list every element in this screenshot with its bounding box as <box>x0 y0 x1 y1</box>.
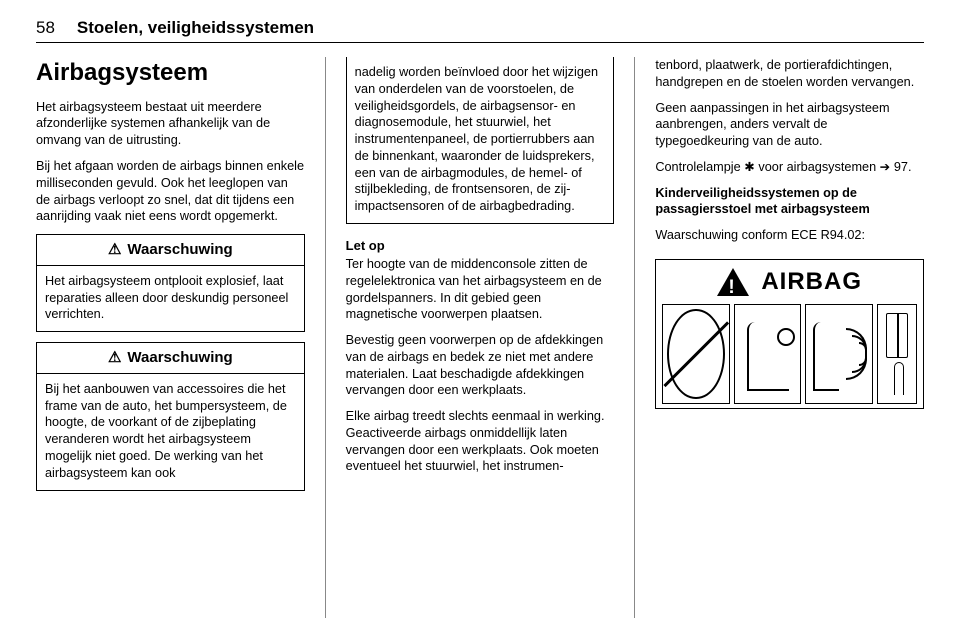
warning-heading: ⚠ Waarschuwing <box>37 235 304 266</box>
panel-seat-forward <box>734 304 802 404</box>
warning-triangle-icon: ⚠ <box>108 348 121 368</box>
warning-box-2-cont: nadelig worden beïnvloed door het wijzig… <box>346 57 615 224</box>
exclamation-icon: ! <box>728 275 734 300</box>
paragraph: Ter hoogte van de middenconsole zitten d… <box>346 256 615 323</box>
paragraph: Het airbagsysteem bestaat uit meerdere a… <box>36 99 305 149</box>
paragraph: Geen aanpassingen in het airbagsysteem a… <box>655 100 924 150</box>
airbag-label: AIRBAG <box>761 266 862 298</box>
panel-manual-book <box>877 304 917 404</box>
chapter-title: Stoelen, veiligheidssystemen <box>77 18 314 38</box>
warning-triangle-icon: ! <box>717 268 749 296</box>
section-title: Airbagsysteem <box>36 57 305 89</box>
warning-triangle-icon: ⚠ <box>108 240 121 260</box>
warning-box-1: ⚠ Waarschuwing Het airbagsysteem ontploo… <box>36 234 305 332</box>
paragraph: Waarschuwing conform ECE R94.02: <box>655 227 924 244</box>
paragraph-with-ref: Controlelampje ✱ voor airbagsystemen ➔ 9… <box>655 159 924 176</box>
warning-body: Bij het aanbouwen van accessoires die he… <box>37 374 304 490</box>
panel-airbag-waves <box>805 304 873 404</box>
column-2: nadelig worden beïnvloed door het wijzig… <box>346 57 615 618</box>
column-3: tenbord, plaatwerk, de portierafdichting… <box>655 57 924 618</box>
text: Controlelampje <box>655 160 744 174</box>
paragraph: Bevestig geen voorwerpen op de afdekking… <box>346 332 615 399</box>
paragraph-cont: tenbord, plaatwerk, de portierafdichting… <box>655 57 924 91</box>
diagram-panels <box>662 304 917 404</box>
warning-heading-text: Waarschuwing <box>127 240 232 260</box>
page-ref-number: 97. <box>890 160 911 174</box>
seat-icon <box>747 322 789 391</box>
airbag-warning-diagram: ! AIRBAG <box>655 259 924 409</box>
diagram-header: ! AIRBAG <box>662 266 917 298</box>
text: voor airbagsystemen <box>755 160 880 174</box>
columns: Airbagsysteem Het airbagsysteem bestaat … <box>36 57 924 618</box>
letop-heading: Let op <box>346 237 615 254</box>
panel-no-child-seat <box>662 304 730 404</box>
column-separator <box>634 57 635 618</box>
manual-book-icon <box>882 313 912 395</box>
column-1: Airbagsysteem Het airbagsysteem bestaat … <box>36 57 305 618</box>
warning-box-2: ⚠ Waarschuwing Bij het aanbouwen van acc… <box>36 342 305 490</box>
page-header: 58 Stoelen, veiligheidssystemen <box>36 18 924 43</box>
warning-heading: ⚠ Waarschuwing <box>37 343 304 374</box>
warning-body-cont: nadelig worden beïnvloed door het wijzig… <box>347 57 614 223</box>
manual-page: 58 Stoelen, veiligheidssystemen Airbagsy… <box>0 0 960 642</box>
seat-icon <box>813 322 839 391</box>
warning-heading-text: Waarschuwing <box>127 348 232 368</box>
column-separator <box>325 57 326 618</box>
paragraph: Bij het afgaan worden de airbags binnen … <box>36 158 305 225</box>
page-ref-icon: ➔ <box>880 159 891 176</box>
wave-icon <box>841 324 867 383</box>
airbag-lamp-icon: ✱ <box>744 160 755 174</box>
warning-body: Het airbagsysteem ontplooit explosief, l… <box>37 266 304 331</box>
subheading: Kinderveiligheidssystemen op de passagie… <box>655 185 924 219</box>
paragraph: Elke airbag treedt slechts eenmaal in we… <box>346 408 615 475</box>
prohibition-icon <box>667 309 725 399</box>
page-number: 58 <box>36 18 55 38</box>
